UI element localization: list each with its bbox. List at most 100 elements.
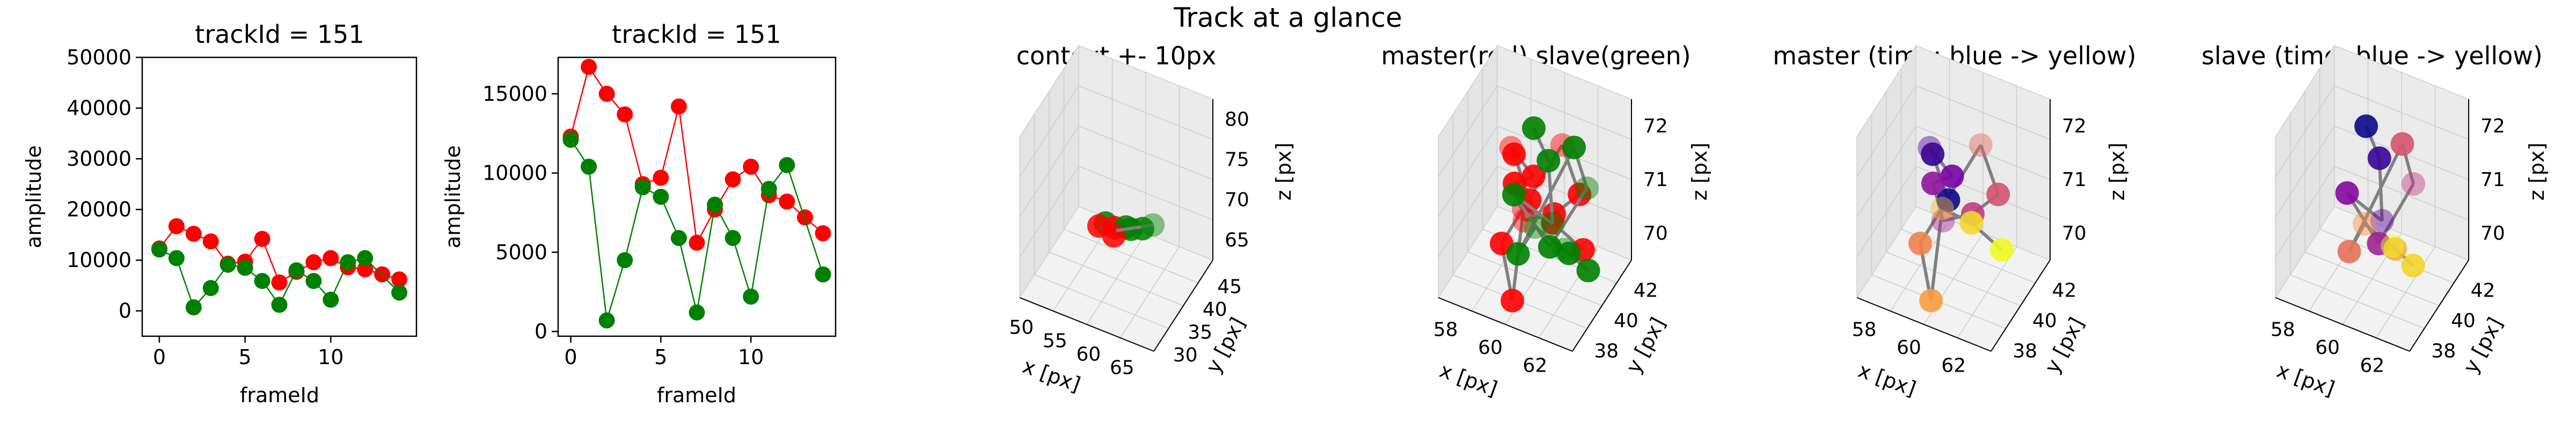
scatter-point xyxy=(1502,142,1526,166)
grid-line xyxy=(1019,125,1079,218)
grid-line xyxy=(1019,85,1079,177)
data-point xyxy=(202,280,219,297)
panel-5: master (time: blue -> yellow) 5860623840… xyxy=(1773,41,2136,401)
panel-3-xlabel: x [px] xyxy=(1020,354,1084,396)
grid-line xyxy=(1886,252,2021,306)
z-tick-label: 71 xyxy=(1643,169,1668,191)
z-tick-label: 72 xyxy=(2062,115,2087,137)
x-tick-label: 62 xyxy=(1523,354,1547,376)
trajectory-segment xyxy=(1116,223,1153,232)
x-tick-label: 58 xyxy=(1852,319,1877,341)
x-tick-label: 5 xyxy=(239,345,252,369)
data-point xyxy=(779,157,795,173)
y-tick-label: 10000 xyxy=(482,161,547,185)
y-tick-label: 30000 xyxy=(67,147,131,171)
grid-line xyxy=(1119,246,1180,338)
scatter-point xyxy=(1930,197,1954,220)
data-point xyxy=(254,272,270,289)
data-point xyxy=(288,262,305,279)
data-point xyxy=(581,158,597,175)
scatter-point xyxy=(2352,212,2376,236)
data-point xyxy=(653,169,669,186)
grid-line xyxy=(1078,85,1213,140)
data-point xyxy=(237,260,253,276)
z-tick-label: 70 xyxy=(2480,223,2505,245)
data-point xyxy=(374,266,391,283)
y-tick-label: 20000 xyxy=(67,198,131,221)
suptitle: Track at a glance xyxy=(1173,2,1402,33)
axis-line xyxy=(1438,297,1573,352)
z-tick-label: 71 xyxy=(2480,169,2505,191)
y-tick-label: 50000 xyxy=(67,46,131,69)
scatter-point xyxy=(1541,212,1565,236)
scatter-point xyxy=(1557,241,1581,265)
data-point xyxy=(271,274,288,291)
data-point xyxy=(305,272,322,289)
data-point xyxy=(760,181,777,197)
y-tick-label: 40 xyxy=(2451,310,2476,332)
grid-line xyxy=(1915,85,2051,140)
axis-line xyxy=(1572,260,1632,352)
scatter-point xyxy=(1499,136,1523,160)
grid-line xyxy=(2334,85,2469,140)
data-point xyxy=(598,312,615,329)
data-point xyxy=(689,304,705,321)
panel-4-zlabel: z [px] xyxy=(1688,143,1711,201)
y-tick-label: 38 xyxy=(2431,341,2456,363)
axis-line xyxy=(2409,260,2469,352)
y-tick-label: 42 xyxy=(2052,279,2077,301)
data-point xyxy=(219,256,236,273)
scatter-point xyxy=(1502,183,1526,206)
data-point xyxy=(323,291,339,308)
x-tick-label: 10 xyxy=(738,345,764,369)
grid-line xyxy=(1438,125,1498,218)
data-point xyxy=(724,171,741,188)
panel-2-ylabel: amplitude xyxy=(441,145,465,248)
data-point xyxy=(168,250,185,267)
y-tick-label: 45 xyxy=(1217,276,1242,298)
scatter-point xyxy=(1921,172,1945,195)
y-tick-label: 38 xyxy=(1594,341,1619,363)
grid-line xyxy=(2275,125,2335,218)
panel-4-xlabel: x [px] xyxy=(1437,358,1501,401)
panel-6-points xyxy=(2335,114,2425,278)
grid-line xyxy=(1856,85,1916,177)
trajectory-segment xyxy=(1929,208,1944,301)
data-point xyxy=(707,196,723,213)
panel-6: slave (time: blue -> yellow) 58606238404… xyxy=(2201,41,2549,401)
data-point xyxy=(670,230,687,246)
scatter-point xyxy=(1936,188,1960,212)
trajectory-segment xyxy=(1516,146,1576,255)
panel-6-zlabel: z [px] xyxy=(2525,143,2549,201)
data-point xyxy=(254,231,270,247)
data-point xyxy=(340,254,356,270)
grid-line xyxy=(1497,85,1632,140)
panel-1-plot-area xyxy=(141,56,418,337)
x-tick-label: 55 xyxy=(1043,330,1067,352)
data-point xyxy=(815,225,831,241)
grid-line xyxy=(1467,252,1602,306)
y-tick-label: 35 xyxy=(1188,321,1212,343)
panel-1: trackId = 151 frameId amplitude 0 5 10 0 100… xyxy=(22,20,418,407)
scatter-point xyxy=(1506,242,1530,266)
scatter-point xyxy=(1931,209,1955,233)
x-tick-label: 60 xyxy=(1076,344,1101,366)
scatter-point xyxy=(2370,209,2394,233)
data-point xyxy=(357,261,374,278)
grid-line xyxy=(2275,85,2335,177)
z-tick-label: 71 xyxy=(2062,169,2087,191)
x-tick-label: 50 xyxy=(1009,317,1034,339)
scatter-point xyxy=(1575,176,1599,200)
scatter-point xyxy=(1521,164,1546,188)
y-tick-label: 0 xyxy=(119,299,131,323)
data-point xyxy=(743,289,759,305)
grid-line xyxy=(2375,246,2436,338)
grid-line xyxy=(1957,246,2017,338)
scatter-point xyxy=(1940,164,1964,188)
data-point xyxy=(617,252,633,269)
y-tick-label: 40000 xyxy=(67,97,131,120)
scatter-point xyxy=(2367,146,2391,170)
x-tick-label: 62 xyxy=(2360,354,2384,376)
z-tick-label: 72 xyxy=(2480,115,2505,137)
